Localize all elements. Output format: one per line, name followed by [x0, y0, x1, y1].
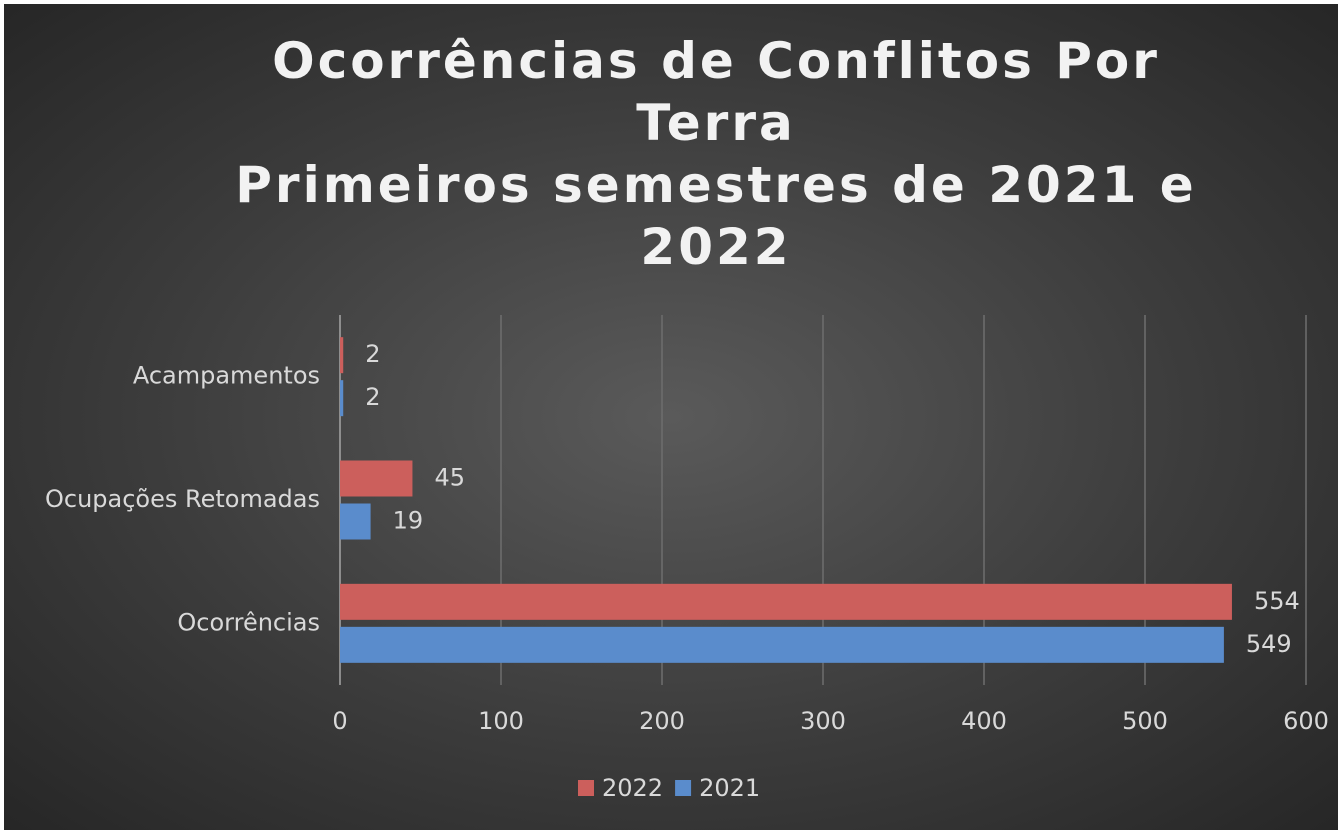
legend-swatch: [675, 780, 692, 796]
bar: [340, 503, 371, 540]
bar: [340, 337, 344, 374]
y-tick-label: Acampamentos: [133, 362, 320, 390]
x-tick-label: 0: [332, 707, 347, 735]
bar: [340, 626, 1224, 663]
x-tick-label: 500: [1122, 707, 1168, 735]
data-label: 2: [365, 383, 380, 411]
chart-subtitle: Primeiros semestres de 2021 e 2022: [235, 156, 1197, 276]
legend-label: 2021: [699, 774, 760, 802]
legend-label: 2022: [602, 774, 663, 802]
chart-title: Ocorrências de Conflitos Por Terra: [272, 32, 1160, 152]
data-label: 45: [434, 464, 465, 492]
x-tick-label: 100: [478, 707, 524, 735]
x-tick-label: 600: [1283, 707, 1329, 735]
y-tick-label: Ocorrências: [177, 608, 320, 636]
x-tick-label: 200: [639, 707, 685, 735]
data-label: 19: [393, 507, 424, 535]
bar: [340, 460, 413, 497]
data-label: 554: [1254, 587, 1300, 615]
legend-swatch: [578, 780, 594, 796]
data-label: 2: [365, 340, 380, 368]
x-tick-label: 300: [800, 707, 846, 735]
bar: [340, 380, 344, 417]
data-label: 549: [1246, 630, 1292, 658]
x-tick-label: 400: [961, 707, 1007, 735]
bar: [340, 583, 1232, 620]
chart-title-block: Ocorrências de Conflitos Por Terra Prime…: [216, 30, 1216, 278]
y-tick-label: Ocupações Retomadas: [45, 485, 320, 513]
